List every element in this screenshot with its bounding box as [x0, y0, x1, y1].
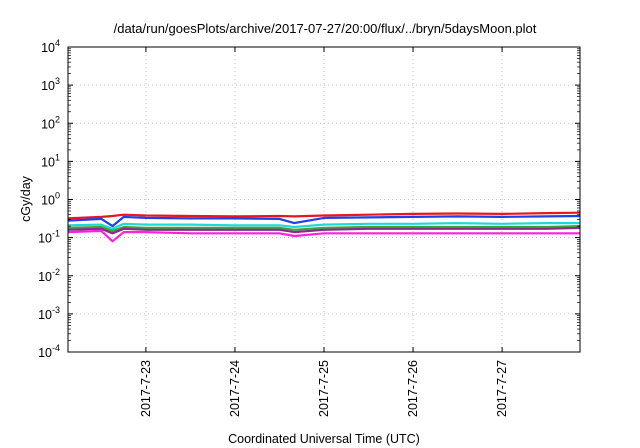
- x-tick-label: 2017-7-26: [406, 360, 420, 417]
- y-tick-label: 101: [41, 152, 60, 169]
- y-tick-label: 10-4: [38, 343, 60, 360]
- x-tick-label: 2017-7-25: [317, 360, 331, 417]
- grid: [68, 47, 580, 352]
- y-tick-label: 104: [41, 38, 60, 55]
- chart-title: /data/run/goesPlots/archive/2017-07-27/2…: [114, 21, 537, 36]
- x-axis: 2017-7-23 2017-7-24 2017-7-25 2017-7-26 2017…: [139, 47, 509, 417]
- x-axis-label: Coordinated Universal Time (UTC): [228, 432, 420, 446]
- y-tick-label: 10-2: [38, 267, 60, 284]
- series-line-0: [67, 211, 581, 220]
- series-line-2: [67, 222, 580, 230]
- y-tick-label: 102: [41, 114, 60, 131]
- y-tick-label: 10-3: [38, 305, 60, 322]
- x-tick-label: 2017-7-23: [139, 360, 153, 417]
- y-axis-label: cGy/day: [19, 175, 33, 222]
- series-line-3: [67, 225, 581, 232]
- series-layer: [67, 211, 581, 243]
- y-axis: 10-4 10-3 10-2 10-1 100 101 102 103 104: [38, 38, 580, 360]
- series-line-4: [67, 226, 581, 235]
- y-tick-label: 103: [41, 76, 60, 93]
- y-tick-label: 10-1: [38, 229, 60, 246]
- series-line-5: [67, 229, 580, 243]
- series-line-1: [67, 214, 581, 228]
- x-tick-label: 2017-7-24: [228, 360, 242, 417]
- x-tick-label: 2017-7-27: [495, 360, 509, 417]
- y-tick-label: 100: [41, 191, 60, 208]
